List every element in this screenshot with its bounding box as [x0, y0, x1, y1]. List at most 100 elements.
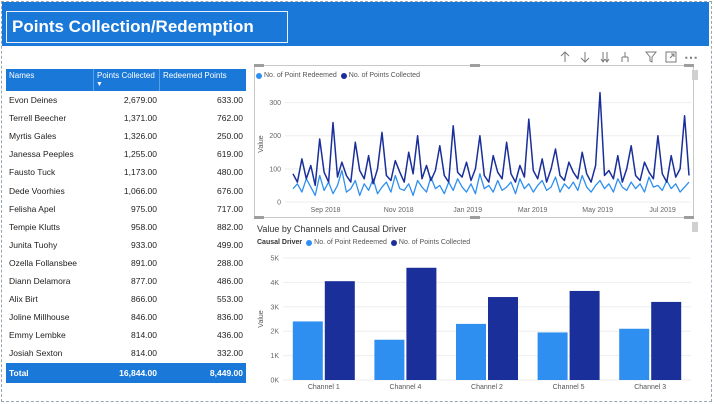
cell-redeemed-points: 717.00: [217, 203, 243, 214]
line-chart-plot: 0 100 200 300 Value Sep 2018 Nov 2018 Jan 2019 M…: [258, 91, 691, 214]
cell-redeemed-points: 332.00: [217, 348, 243, 359]
resize-handle[interactable]: [254, 216, 264, 219]
x-tick-label: Channel 5: [553, 384, 585, 391]
arrow-down-icon[interactable]: [576, 48, 594, 66]
table-row[interactable]: Janessa Peeples 1,255.00 619.00: [6, 145, 246, 163]
line-chart-visual[interactable]: [254, 64, 694, 219]
cell-points-collected: 866.00: [131, 294, 157, 305]
bar-chart-legend: Causal Driver No. of Point Redeemed No. …: [257, 239, 470, 246]
bar-redeemed[interactable]: [537, 332, 568, 380]
cell-name: Evon Deines: [9, 95, 58, 106]
series-line-redeemed[interactable]: [292, 169, 690, 197]
cell-name: Junita Tuohy: [9, 239, 58, 250]
visual-edge-tab: [692, 222, 698, 232]
table-row[interactable]: Myrtis Gales 1,326.00 250.00: [6, 127, 246, 145]
resize-handle[interactable]: [254, 64, 264, 67]
bar-collected[interactable]: [569, 290, 600, 380]
cell-points-collected: 1,173.00: [123, 167, 157, 178]
table-row[interactable]: Evon Deines 2,679.00 633.00: [6, 91, 246, 109]
cell-redeemed-points: 676.00: [217, 185, 243, 196]
bar-collected[interactable]: [651, 301, 682, 380]
column-header-redeemed-points[interactable]: Redeemed Points: [163, 71, 227, 80]
arrow-up-icon[interactable]: [556, 48, 574, 66]
cell-redeemed-points: 288.00: [217, 257, 243, 268]
resize-handle[interactable]: [684, 216, 694, 219]
cell-name: Terrell Beecher: [9, 113, 67, 124]
table-row[interactable]: Emmy Lembke 814.00 436.00: [6, 326, 246, 344]
table-row[interactable]: Junita Tuohy 933.00 499.00: [6, 236, 246, 254]
y-tick-label: 0K: [270, 378, 279, 385]
y-tick-label: 4K: [270, 280, 279, 287]
column-header-label: Points Collected: [97, 71, 155, 80]
legend-title: Causal Driver: [257, 239, 303, 246]
double-arrow-down-icon[interactable]: [596, 48, 614, 66]
total-label: Total: [9, 368, 29, 379]
table-row[interactable]: Ozella Follansbee 891.00 288.00: [6, 254, 246, 272]
table-row[interactable]: Fausto Tuck 1,173.00 480.00: [6, 163, 246, 181]
cell-redeemed-points: 499.00: [217, 239, 243, 250]
cell-name: Fausto Tuck: [9, 167, 56, 178]
table-header: Names Points Collected ▼ Redeemed Points: [6, 69, 246, 91]
cell-name: Myrtis Gales: [9, 131, 57, 142]
table-row[interactable]: Josiah Sexton 814.00 332.00: [6, 344, 246, 362]
y-tick-label: 100: [269, 166, 281, 173]
legend-swatch-collected: [390, 239, 397, 246]
resize-handle[interactable]: [684, 64, 694, 67]
cell-points-collected: 814.00: [131, 348, 157, 359]
focus-mode-icon[interactable]: [662, 48, 680, 66]
resize-handle[interactable]: [470, 216, 480, 219]
legend-label-collected: No. of Points Collected: [348, 72, 420, 79]
x-tick-label: Mar 2019: [518, 207, 548, 214]
bar-collected[interactable]: [488, 297, 518, 380]
legend-swatch-collected: [340, 72, 347, 79]
cell-name: Alix Birt: [9, 294, 38, 305]
bar-redeemed[interactable]: [374, 339, 405, 380]
legend-label-redeemed: No. of Point Redeemed: [264, 72, 337, 79]
table-row[interactable]: Diann Delamora 877.00 486.00: [6, 272, 246, 290]
y-tick-label: 3K: [270, 304, 279, 311]
x-tick-label: Jan 2019: [453, 207, 482, 214]
cell-name: Emmy Lembke: [9, 330, 66, 341]
cell-points-collected: 1,066.00: [123, 185, 157, 196]
cell-name: Josiah Sexton: [9, 348, 63, 359]
cell-redeemed-points: 553.00: [217, 294, 243, 305]
bar-collected[interactable]: [324, 281, 355, 380]
points-table: Names Points Collected ▼ Redeemed Points…: [6, 69, 246, 384]
table-row[interactable]: Felisha Apel 975.00 717.00: [6, 200, 246, 218]
cell-points-collected: 2,679.00: [123, 95, 157, 106]
table-row[interactable]: Tempie Klutts 958.00 882.00: [6, 218, 246, 236]
cell-redeemed-points: 619.00: [217, 149, 243, 160]
expand-hierarchy-icon[interactable]: [616, 48, 634, 66]
column-header-names[interactable]: Names: [6, 69, 94, 91]
legend-label-collected: No. of Points Collected: [398, 239, 471, 246]
y-axis-label: Value: [258, 135, 265, 152]
x-tick-label: Nov 2018: [384, 207, 414, 214]
legend-swatch-redeemed: [256, 72, 262, 79]
table-row[interactable]: Terrell Beecher 1,371.00 762.00: [6, 109, 246, 127]
y-tick-label: 2K: [270, 329, 279, 336]
column-header-points-collected[interactable]: Points Collected ▼: [94, 69, 160, 91]
resize-handle[interactable]: [470, 64, 480, 67]
cell-points-collected: 814.00: [131, 330, 157, 341]
bar-redeemed[interactable]: [456, 323, 486, 380]
table-total-row: Total 16,844.00 8,449.00: [6, 363, 246, 384]
bar-redeemed[interactable]: [619, 328, 650, 380]
bar-redeemed[interactable]: [292, 321, 323, 380]
line-chart-legend: No. of Point Redeemed No. of Points Coll…: [256, 72, 420, 79]
bar-collected[interactable]: [406, 267, 437, 380]
more-options-icon[interactable]: ⋯: [684, 48, 698, 65]
total-redeemed-points: 8,449.00: [209, 368, 243, 379]
visual-toolbar: ⋯: [556, 48, 702, 66]
cell-points-collected: 877.00: [131, 275, 157, 286]
cell-points-collected: 846.00: [131, 312, 157, 323]
cell-redeemed-points: 250.00: [217, 131, 243, 142]
table-row[interactable]: Dede Voorhies 1,066.00 676.00: [6, 181, 246, 199]
cell-points-collected: 975.00: [131, 203, 157, 214]
page-title: Points Collection/Redemption: [6, 11, 288, 43]
y-tick-label: 200: [269, 133, 281, 140]
table-row[interactable]: Alix Birt 866.00 553.00: [6, 290, 246, 308]
cell-redeemed-points: 486.00: [217, 275, 243, 286]
table-row[interactable]: Joline Millhouse 846.00 836.00: [6, 308, 246, 326]
filter-icon[interactable]: [642, 48, 660, 66]
series-line-collected[interactable]: [292, 91, 690, 187]
